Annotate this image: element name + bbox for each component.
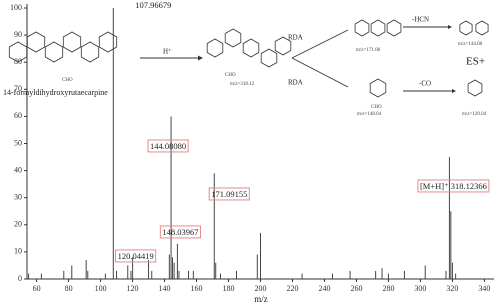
x-tick-label: 280 — [382, 284, 394, 293]
structure-ring — [369, 78, 387, 98]
structure-ring — [459, 20, 473, 36]
structure-ring — [62, 31, 82, 53]
peak-annotation: 107.96679 — [135, 0, 171, 10]
annotation-box — [147, 139, 189, 153]
y-tick-label: 90 — [14, 30, 22, 39]
arrowhead — [452, 89, 456, 93]
precursor-mz: m/z=318.12 — [230, 82, 255, 87]
peak-annotation: 171.09155 — [211, 189, 247, 199]
x-tick-label: 340 — [478, 284, 490, 293]
structure-ring — [206, 38, 224, 58]
fragment-mz: m/z=148.04 — [357, 112, 382, 117]
structure-ring — [26, 31, 46, 53]
structure-ring — [354, 19, 370, 37]
ionization: ES+ — [466, 56, 485, 68]
annotation-box — [115, 249, 157, 263]
x-tick-label: 220 — [286, 284, 298, 293]
loss-label: -CO — [419, 80, 431, 88]
peak-annotation: 148.03967 — [162, 227, 198, 237]
annotation-box — [417, 179, 490, 193]
structure-ring — [98, 31, 118, 53]
peak-annotation: [M+H]⁺ 318.12366 — [420, 181, 487, 191]
y-tick-label: 40 — [14, 165, 22, 174]
y-tick-label: 10 — [14, 247, 22, 256]
x-tick-label: 80 — [65, 284, 73, 293]
fragment-mz: m/z=144.08 — [458, 42, 483, 47]
structure-ring — [80, 41, 100, 63]
arrow — [291, 57, 349, 88]
structure-ring — [242, 38, 260, 58]
y-tick-label: 80 — [14, 57, 22, 66]
x-tick-label: 300 — [414, 284, 426, 293]
y-tick-label: 50 — [14, 138, 22, 147]
rda-label: RDA — [288, 79, 303, 87]
y-tick-label: 70 — [14, 84, 22, 93]
x-tick-label: 160 — [191, 284, 203, 293]
protonation: H⁺ — [163, 48, 172, 56]
group-label: CHO — [225, 73, 236, 78]
annotation-box — [208, 187, 250, 201]
structure-ring — [260, 48, 278, 68]
group-label: CHO — [371, 105, 382, 110]
structure-ring — [467, 79, 483, 97]
structure-ring — [475, 20, 489, 36]
x-tick-label: 200 — [255, 284, 267, 293]
arrow — [291, 29, 349, 59]
x-tick-label: 260 — [350, 284, 362, 293]
x-tick-label: 140 — [159, 284, 171, 293]
x-tick-label: 320 — [446, 284, 458, 293]
x-axis-label: m/z — [254, 294, 268, 304]
arrowhead — [198, 55, 203, 61]
annotation-box — [159, 225, 201, 239]
structure-ring — [8, 41, 28, 63]
structure-ring — [386, 19, 402, 37]
fragment-mz: m/z=171.08 — [356, 48, 381, 53]
y-tick-label: 60 — [14, 111, 22, 120]
fragment-mz: m/z=120.04 — [462, 112, 487, 117]
structure-ring — [274, 36, 292, 56]
peak-annotation: 120.04419 — [118, 251, 154, 261]
x-tick-label: 100 — [95, 284, 107, 293]
x-tick-label: 60 — [33, 284, 41, 293]
scheme: 14-formyldihydroxyrutaecarpine ES+ H⁺ m/… — [3, 16, 487, 118]
y-tick-label: 30 — [14, 193, 22, 202]
structure-ring — [44, 41, 64, 63]
x-tick-label: 120 — [127, 284, 139, 293]
rda-label: RDA — [288, 34, 303, 42]
peak-annotation: 144.08080 — [150, 141, 186, 151]
group-label: CHO — [62, 78, 73, 83]
compound-name: 14-formyldihydroxyrutaecarpine — [3, 88, 108, 97]
y-tick-label: 100 — [10, 3, 22, 12]
loss-label: -HCN — [412, 16, 429, 24]
structure-ring — [224, 28, 242, 48]
x-tick-label: 240 — [318, 284, 330, 293]
arrowhead — [448, 25, 452, 29]
y-tick-label: 20 — [14, 220, 22, 229]
y-tick-label: 0 — [18, 274, 22, 283]
x-tick-label: 180 — [223, 284, 235, 293]
structure-ring — [370, 19, 386, 37]
